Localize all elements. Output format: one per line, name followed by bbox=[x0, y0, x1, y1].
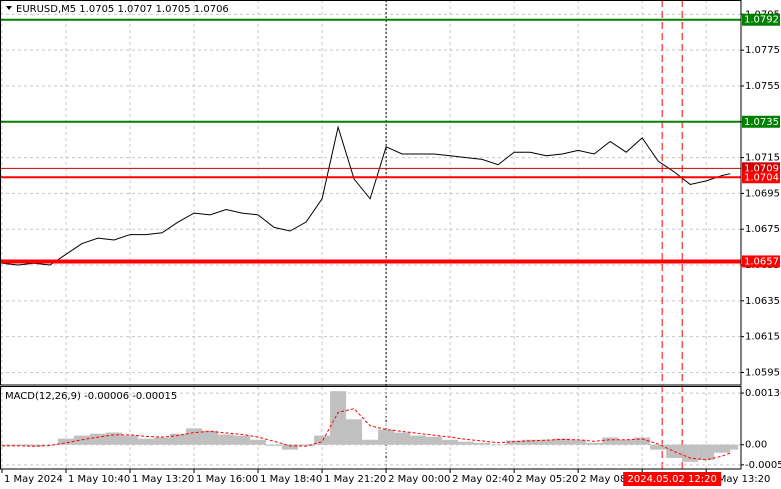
macd-bar bbox=[330, 391, 347, 445]
y-tick-label: 1.0695 bbox=[745, 188, 780, 199]
x-tick-label: 2 May 02:40 bbox=[452, 474, 514, 485]
y-tick-label: -0.00053 bbox=[745, 460, 781, 471]
x-tick-label: 2 May 13:20 bbox=[708, 474, 770, 485]
level-label: 1.0657 bbox=[744, 256, 779, 267]
x-tick-label: 1 May 21:20 bbox=[324, 474, 386, 485]
crosshair-label: 2024.05.02 12:20 bbox=[628, 474, 717, 485]
level-label: 1.0792 bbox=[744, 15, 779, 26]
macd-bar bbox=[410, 435, 427, 445]
level-label: 1.0735 bbox=[744, 117, 779, 128]
macd-bar bbox=[138, 438, 155, 445]
x-tick-label: 1 May 10:40 bbox=[68, 474, 130, 485]
macd-bar bbox=[314, 435, 331, 445]
level-label: 1.0709 bbox=[744, 163, 779, 174]
macd-bar bbox=[202, 430, 219, 445]
x-tick-label: 1 May 18:40 bbox=[260, 474, 322, 485]
x-tick-label: 2 May 08:00 bbox=[580, 474, 642, 485]
crosshair-label-box bbox=[623, 472, 722, 486]
x-tick-label: 1 May 2024 bbox=[4, 474, 63, 485]
level-label-box bbox=[742, 171, 780, 184]
price-line bbox=[1, 125, 731, 266]
macd-bar bbox=[250, 439, 267, 445]
macd-bar bbox=[10, 444, 27, 446]
macd-bar bbox=[490, 444, 507, 446]
menu-icon bbox=[6, 6, 12, 10]
macd-bar bbox=[0, 444, 11, 446]
macd-bar bbox=[698, 444, 715, 460]
macd-bar bbox=[570, 439, 587, 445]
y-tick-label: 1.0635 bbox=[745, 296, 780, 307]
y-tick-label: 1.0675 bbox=[745, 224, 780, 235]
price-frame bbox=[0, 0, 742, 386]
macd-bar bbox=[282, 444, 299, 450]
macd-bar bbox=[234, 435, 251, 445]
y-tick-label: 1.0615 bbox=[745, 332, 780, 343]
chart-title: EURUSD,M5 1.0705 1.0707 1.0705 1.0706 bbox=[16, 4, 229, 15]
level-label: 1.0704 bbox=[744, 172, 779, 183]
macd-bar bbox=[170, 433, 187, 445]
level-label-box bbox=[742, 255, 780, 268]
macd-bar bbox=[554, 438, 571, 445]
y-tick-label: 1.0775 bbox=[745, 45, 780, 56]
macd-bar bbox=[586, 442, 603, 445]
macd-bar bbox=[426, 436, 443, 445]
macd-bar bbox=[106, 432, 123, 445]
macd-bar bbox=[538, 439, 555, 445]
level-label-box bbox=[742, 13, 780, 26]
macd-bar bbox=[722, 444, 739, 450]
macd-bar bbox=[218, 434, 235, 445]
macd-bar bbox=[26, 444, 43, 447]
x-tick-label: 2 May 05:20 bbox=[516, 474, 578, 485]
y-tick-label: 0.00136 bbox=[745, 388, 781, 399]
macd-bar bbox=[506, 440, 523, 445]
macd-bar bbox=[634, 437, 651, 445]
macd-bar bbox=[298, 444, 315, 446]
macd-bar bbox=[346, 419, 363, 445]
macd-bar bbox=[378, 429, 395, 445]
macd-bar bbox=[602, 437, 619, 445]
y-tick-label: 0.00 bbox=[745, 440, 767, 451]
macd-bar bbox=[186, 428, 203, 445]
macd-bar bbox=[650, 444, 667, 450]
y-tick-label: 1.0595 bbox=[745, 367, 780, 378]
macd-bar bbox=[682, 444, 699, 462]
macd-bar bbox=[666, 444, 683, 458]
macd-bar bbox=[266, 444, 283, 446]
macd-bar bbox=[618, 439, 635, 445]
macd-bar bbox=[362, 439, 379, 445]
x-tick-label: 2 May 00:00 bbox=[388, 474, 450, 485]
x-tick-label: 1 May 13:20 bbox=[132, 474, 194, 485]
x-tick-label: 1 May 16:00 bbox=[196, 474, 258, 485]
macd-bar bbox=[522, 439, 539, 445]
macd-bar bbox=[154, 437, 171, 445]
macd-bar bbox=[474, 442, 491, 445]
level-label-box bbox=[742, 115, 780, 128]
macd-bar bbox=[122, 435, 139, 445]
macd-bar bbox=[458, 441, 475, 445]
macd-frame bbox=[0, 386, 742, 470]
macd-bar bbox=[58, 438, 75, 445]
macd-bar bbox=[394, 432, 411, 445]
y-tick-label: 1.0715 bbox=[745, 153, 780, 164]
macd-bar bbox=[90, 433, 107, 445]
macd-bar bbox=[42, 444, 59, 446]
signal-line bbox=[2, 408, 731, 461]
macd-bar bbox=[442, 439, 459, 445]
macd-title: MACD(12,26,9) -0.00006 -0.00015 bbox=[5, 391, 177, 402]
y-tick-label: 1.0755 bbox=[745, 81, 780, 92]
